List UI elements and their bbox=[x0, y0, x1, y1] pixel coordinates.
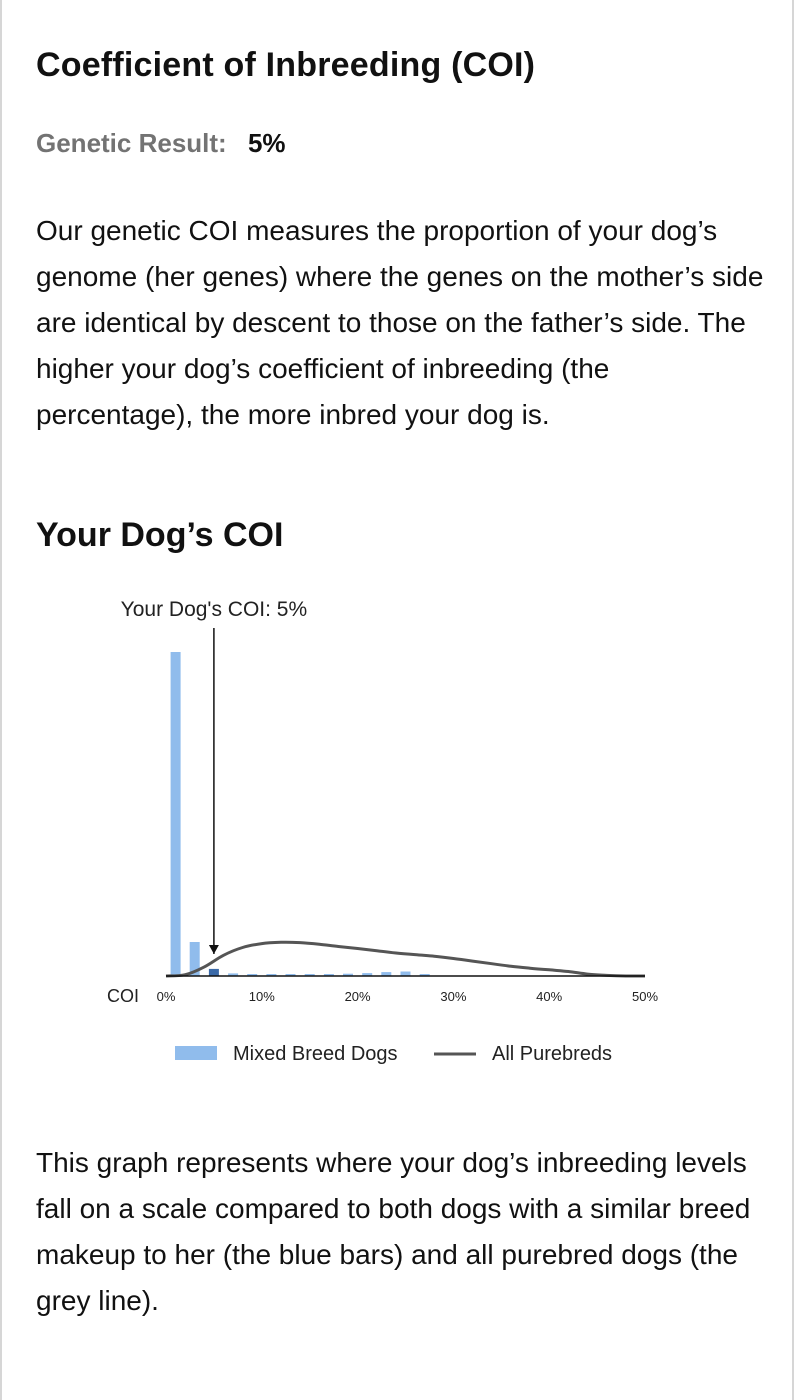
mixed-breed-bar bbox=[400, 971, 411, 976]
legend-line-label: All Purebreds bbox=[492, 1043, 612, 1065]
mixed-breed-bars bbox=[170, 652, 430, 976]
x-tick-label: 50% bbox=[632, 989, 658, 1004]
mixed-breed-bar bbox=[323, 974, 334, 976]
mixed-breed-bar bbox=[304, 974, 315, 976]
x-axis-ticks: 0% 10% 20% 30% 40% 50% bbox=[157, 989, 659, 1004]
legend-bar-swatch bbox=[175, 1046, 217, 1060]
mixed-breed-bar bbox=[170, 652, 181, 976]
x-tick-label: 10% bbox=[249, 989, 275, 1004]
mixed-breed-bar bbox=[228, 973, 239, 976]
page-title: Coefficient of Inbreeding (COI) bbox=[36, 46, 536, 84]
mixed-breed-bar bbox=[266, 974, 277, 976]
legend-bar-label: Mixed Breed Dogs bbox=[233, 1043, 398, 1065]
mixed-breed-bar bbox=[343, 973, 353, 976]
x-tick-label: 0% bbox=[157, 989, 176, 1004]
footer-paragraph: This graph represents where your dog’s i… bbox=[36, 1147, 751, 1316]
mixed-breed-bar bbox=[362, 973, 373, 976]
genetic-result: Genetic Result: 5% bbox=[36, 128, 286, 159]
chart-legend: Mixed Breed Dogs All Purebreds bbox=[175, 1043, 612, 1065]
mixed-breed-bar bbox=[285, 974, 296, 976]
mixed-breed-bar bbox=[208, 968, 219, 976]
x-axis-label: COI bbox=[107, 986, 139, 1006]
mixed-breed-bar bbox=[381, 972, 392, 976]
genetic-result-label: Genetic Result: bbox=[36, 128, 227, 158]
genetic-result-value: 5% bbox=[247, 128, 286, 158]
section-title: Your Dog’s COI bbox=[36, 516, 284, 554]
coi-chart: Your Dog's COI: 5% COI 0% 10% 20% 30% 40% 50%… bbox=[107, 598, 659, 1065]
mixed-breed-bar bbox=[247, 974, 258, 976]
intro-paragraph: Our genetic COI measures the proportion … bbox=[36, 215, 764, 430]
your-dog-marker-label: Your Dog's COI: 5% bbox=[121, 598, 308, 621]
x-tick-label: 20% bbox=[345, 989, 371, 1004]
mixed-breed-bar bbox=[189, 942, 200, 976]
purebred-line bbox=[165, 940, 646, 978]
mixed-breed-bar bbox=[419, 974, 430, 976]
x-tick-label: 30% bbox=[440, 989, 466, 1004]
x-tick-label: 40% bbox=[536, 989, 562, 1004]
